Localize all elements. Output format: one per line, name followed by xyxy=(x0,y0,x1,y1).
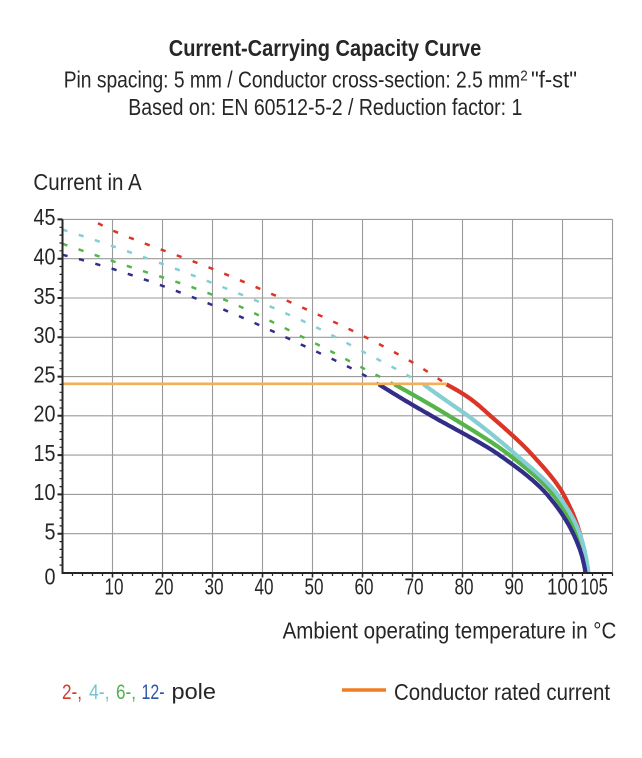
svg-text:5: 5 xyxy=(45,519,56,545)
svg-text:80: 80 xyxy=(455,574,474,600)
svg-text:25: 25 xyxy=(34,361,56,387)
svg-text:Based on: EN 60512-5-2 / Reduc: Based on: EN 60512-5-2 / Reduction facto… xyxy=(128,94,522,120)
svg-text:2-,: 2-, xyxy=(62,680,82,704)
svg-text:30: 30 xyxy=(205,574,224,600)
svg-text:10: 10 xyxy=(34,479,56,505)
svg-text:20: 20 xyxy=(155,574,174,600)
svg-text:70: 70 xyxy=(405,574,424,600)
svg-text:Pin spacing: 5 mm / Conductor: Pin spacing: 5 mm / Conductor cross-sect… xyxy=(64,67,521,93)
svg-text:Current-Carrying Capacity Curv: Current-Carrying Capacity Curve xyxy=(169,35,482,61)
svg-text:45: 45 xyxy=(34,204,56,230)
svg-text:35: 35 xyxy=(34,283,56,309)
svg-text:6-,: 6-, xyxy=(116,680,136,704)
svg-text:30: 30 xyxy=(34,322,56,348)
svg-text:40: 40 xyxy=(34,244,56,270)
svg-text:pole: pole xyxy=(172,679,217,704)
svg-text:50: 50 xyxy=(305,574,324,600)
svg-text:90: 90 xyxy=(505,574,524,600)
svg-text:15: 15 xyxy=(34,440,56,466)
svg-text:4-,: 4-, xyxy=(89,680,110,704)
svg-text:0: 0 xyxy=(45,563,56,589)
svg-text:60: 60 xyxy=(355,574,374,600)
svg-text:20: 20 xyxy=(34,401,56,427)
svg-text:Ambient operating temperature: Ambient operating temperature in °C xyxy=(283,617,617,643)
svg-text:12-: 12- xyxy=(142,680,165,704)
svg-text:105: 105 xyxy=(580,574,608,600)
svg-text:2: 2 xyxy=(520,68,528,85)
svg-text:40: 40 xyxy=(255,574,274,600)
svg-text:Current in A: Current in A xyxy=(33,169,142,195)
svg-text:10: 10 xyxy=(105,574,124,600)
svg-text:100: 100 xyxy=(547,574,578,600)
svg-text:Conductor rated current: Conductor rated current xyxy=(394,679,611,705)
svg-text:"f-st": "f-st" xyxy=(531,67,577,93)
